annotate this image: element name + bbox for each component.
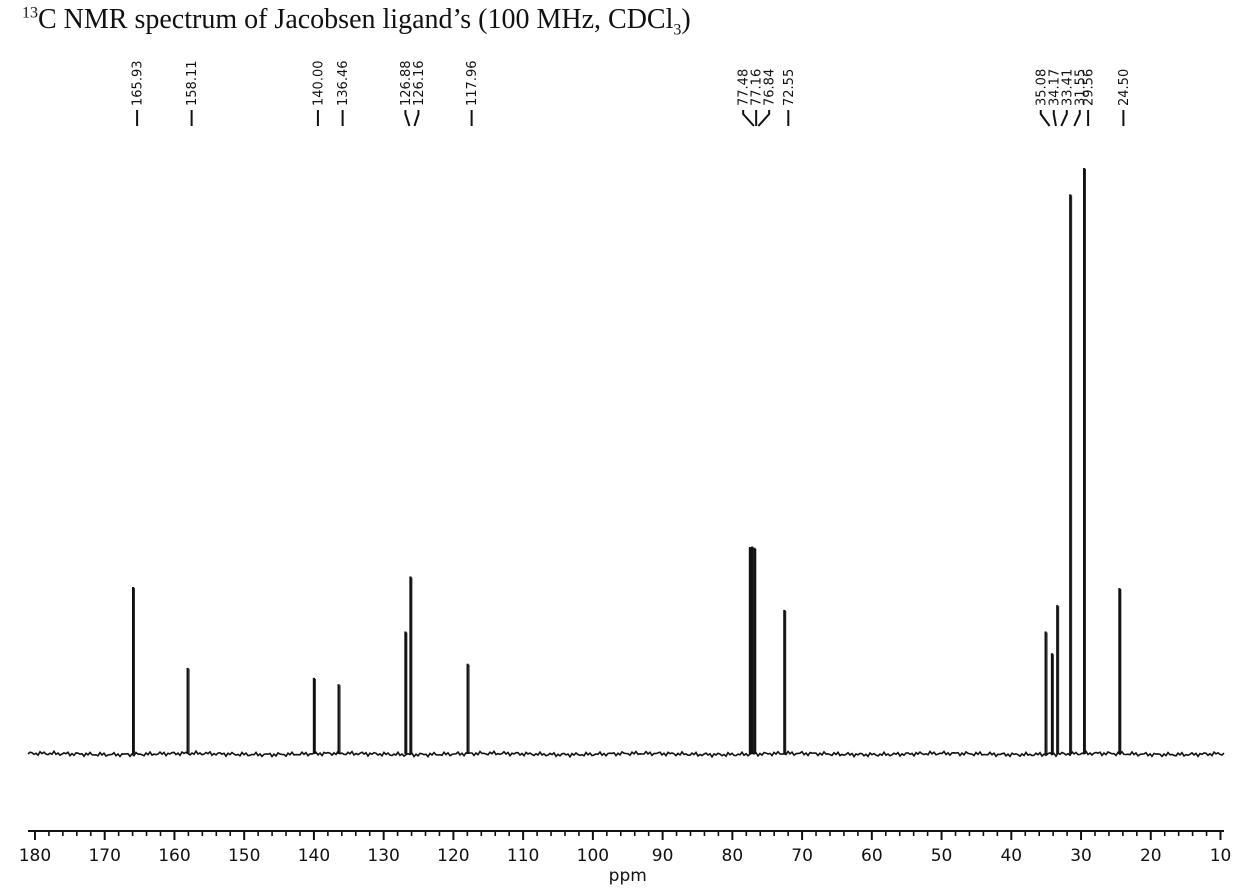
peak-connector-77.48 bbox=[742, 110, 755, 127]
peak-label: 72.55 bbox=[782, 69, 797, 106]
x-tick-label: 50 bbox=[931, 846, 953, 866]
x-tick-label: 10 bbox=[1210, 846, 1232, 866]
peak-label: 76.84 bbox=[763, 69, 778, 106]
x-tick-label: 160 bbox=[158, 846, 190, 866]
x-tick-label: 60 bbox=[861, 846, 883, 866]
peak-label: 33.41 bbox=[1060, 69, 1075, 106]
title-tail: ) bbox=[681, 4, 691, 35]
peak-label: 77.16 bbox=[750, 69, 765, 106]
peak-connector-33.41 bbox=[1060, 110, 1068, 127]
x-axis-label: ppm bbox=[609, 866, 647, 886]
peak-label: 35.08 bbox=[1034, 69, 1049, 106]
peak-connector-126.16 bbox=[413, 110, 420, 127]
x-tick-label: 130 bbox=[367, 846, 399, 866]
peak-connector-35.08 bbox=[1039, 110, 1051, 127]
chart-title: 13C NMR spectrum of Jacobsen ligand’s (1… bbox=[22, 2, 691, 38]
peak-label: 165.93 bbox=[131, 61, 146, 107]
peak-connector-31.55 bbox=[1073, 110, 1081, 127]
peak-label: 126.88 bbox=[399, 61, 414, 107]
x-tick-label: 180 bbox=[19, 846, 51, 866]
peak-label: 136.46 bbox=[336, 61, 351, 107]
x-tick-label: 140 bbox=[298, 846, 330, 866]
title-subscript: 3 bbox=[673, 21, 682, 39]
x-tick-label: 70 bbox=[791, 846, 813, 866]
peak-label: 158.11 bbox=[185, 61, 200, 107]
title-superscript: 13 bbox=[22, 4, 38, 22]
peak-label: 24.50 bbox=[1117, 69, 1132, 106]
x-tick-label: 100 bbox=[577, 846, 609, 866]
peak-label: 29.56 bbox=[1082, 69, 1097, 106]
x-tick-label: 30 bbox=[1070, 846, 1092, 866]
peak-label: 140.00 bbox=[311, 61, 326, 107]
x-tick-label: 90 bbox=[652, 846, 674, 866]
peak-label: 31.55 bbox=[1073, 69, 1088, 106]
peak-connector-76.84 bbox=[757, 110, 771, 127]
spectrum-baseline bbox=[27, 749, 1225, 759]
spectrum bbox=[27, 168, 1225, 759]
x-tick-label: 150 bbox=[228, 846, 260, 866]
peak-label: 77.48 bbox=[737, 69, 752, 106]
peak-connector-126.88 bbox=[404, 110, 411, 127]
x-axis: 180 170 160 150 140 130 120 110 100 90 80 70 60 50 40 3… bbox=[19, 830, 1232, 866]
title-main: C NMR spectrum of Jacobsen ligand’s (100… bbox=[38, 4, 674, 35]
x-tick-label: 110 bbox=[507, 846, 539, 866]
peak-label: 126.16 bbox=[412, 61, 427, 107]
peak-connector-34.17 bbox=[1052, 110, 1057, 127]
x-tick-label: 80 bbox=[722, 846, 744, 866]
peak-label: 34.17 bbox=[1047, 69, 1062, 106]
x-tick-label: 20 bbox=[1140, 846, 1162, 866]
x-tick-label: 170 bbox=[88, 846, 120, 866]
x-tick-label: 40 bbox=[1000, 846, 1022, 866]
x-tick-label: 120 bbox=[437, 846, 469, 866]
peak-label: 117.96 bbox=[465, 61, 480, 107]
